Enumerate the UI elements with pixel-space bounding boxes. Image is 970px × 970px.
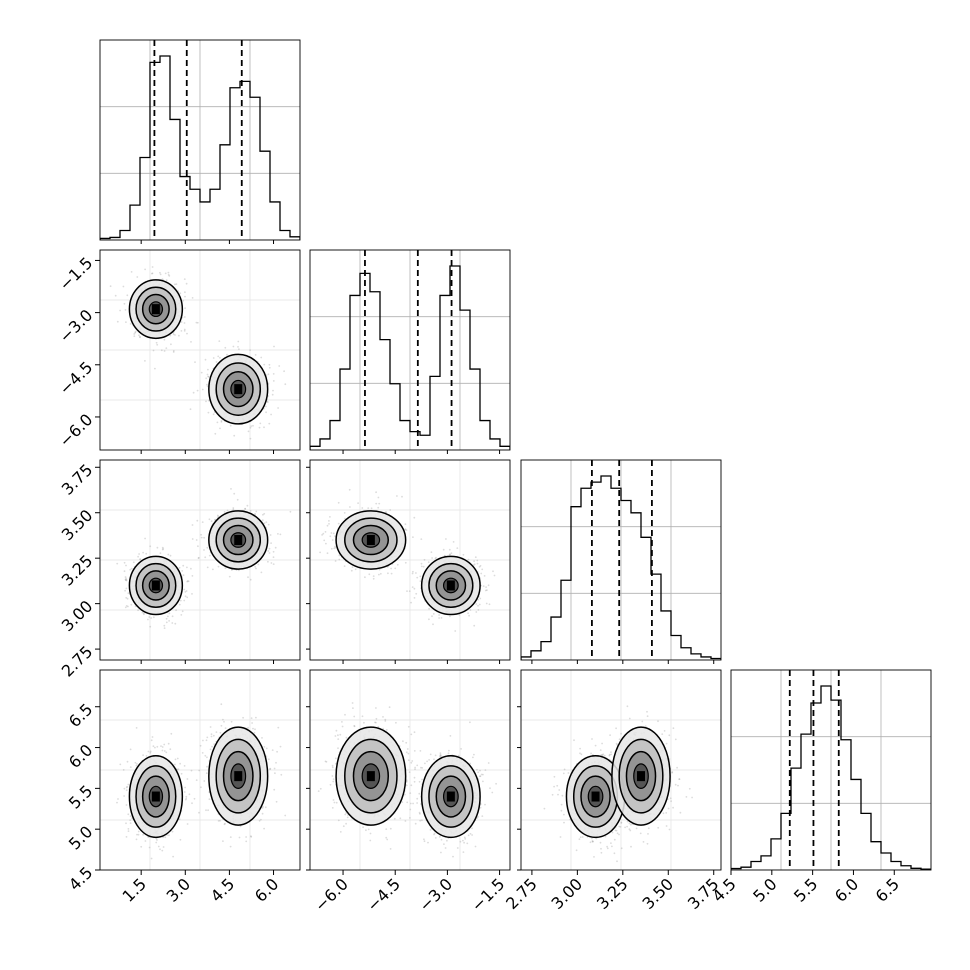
scatter-panel-2-1 — [310, 460, 510, 660]
scatter-panel-3-1 — [310, 670, 510, 870]
histogram-panel-0 — [100, 40, 300, 240]
panel-frame — [99, 39, 301, 241]
panel-frame — [309, 669, 511, 871]
density-peak — [151, 580, 160, 591]
panel-frame — [99, 249, 301, 451]
x-tick-label: −1.5 — [467, 874, 508, 915]
y-tick-label: 3.25 — [58, 551, 97, 590]
density-peak — [366, 535, 375, 545]
y-tick-label: −4.5 — [55, 358, 96, 399]
panel-frame — [99, 459, 301, 661]
y-tick-label: 3.50 — [58, 506, 97, 545]
y-tick-label: 3.75 — [58, 460, 97, 499]
histogram-panel-1 — [310, 250, 510, 450]
scatter-panel-1-0 — [100, 250, 300, 450]
histogram-panel-2 — [521, 460, 721, 660]
y-tick-label: 3.00 — [58, 597, 97, 636]
x-tick-label: 3.25 — [593, 874, 632, 913]
x-tick-label: −3.0 — [415, 874, 456, 915]
x-tick-label: 3.00 — [548, 874, 587, 913]
y-tick-label: 6.5 — [65, 700, 96, 731]
scatter-panel-3-0 — [100, 670, 300, 870]
x-tick-label: 4.5 — [207, 874, 238, 905]
y-tick-label: 2.75 — [58, 642, 97, 681]
panel-frame — [520, 459, 722, 661]
density-peak — [637, 771, 645, 782]
density-peak — [151, 791, 160, 802]
density-peak — [234, 384, 243, 395]
x-tick-label: 1.5 — [119, 874, 150, 905]
y-tick-label: −6.0 — [55, 410, 96, 451]
y-tick-label: 5.5 — [65, 781, 96, 812]
scatter-panel-2-0 — [100, 460, 300, 660]
x-tick-label: 3.0 — [163, 874, 194, 905]
panel-frame — [309, 459, 511, 661]
histogram-panel-3 — [731, 670, 931, 870]
density-peak — [446, 791, 455, 802]
y-tick-label: 5.0 — [65, 822, 96, 853]
x-tick-label: 6.0 — [251, 874, 282, 905]
histogram-step-1 — [310, 265, 510, 450]
panel-frame — [99, 669, 301, 871]
histogram-step-3 — [731, 685, 931, 870]
histogram-step-2 — [521, 475, 721, 660]
y-tick-label: −1.5 — [55, 253, 96, 294]
scatter-panel-3-2 — [521, 670, 721, 870]
histogram-step-0 — [100, 55, 300, 240]
x-tick-label: 6.0 — [831, 874, 862, 905]
density-peak — [151, 304, 160, 315]
y-tick-label: −3.0 — [55, 306, 96, 347]
density-peak — [366, 771, 375, 782]
x-tick-label: 5.5 — [790, 874, 821, 905]
y-tick-label: 4.5 — [65, 863, 96, 894]
x-tick-label: 5.0 — [749, 874, 780, 905]
density-peak — [446, 580, 455, 591]
density-peak — [591, 791, 600, 802]
density-peak — [234, 771, 243, 782]
density-peak — [234, 535, 243, 545]
panel-frame — [730, 669, 932, 871]
x-tick-label: −4.5 — [363, 874, 404, 915]
x-tick-label: 3.50 — [638, 874, 677, 913]
panel-frame — [520, 669, 722, 871]
panel-frame — [309, 249, 511, 451]
x-tick-label: 2.75 — [502, 874, 541, 913]
x-tick-label: −6.0 — [311, 874, 352, 915]
y-tick-label: 6.0 — [65, 740, 96, 771]
x-tick-label: 6.5 — [872, 874, 903, 905]
